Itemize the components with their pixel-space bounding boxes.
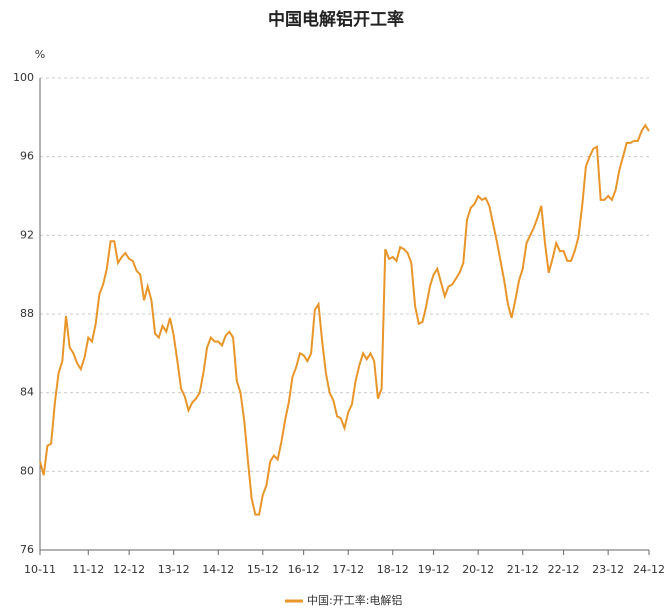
y-tick-label: 80 [20,464,34,477]
x-tick-label: 21-12 [507,563,539,576]
y-unit: % [35,48,45,61]
x-tick-label: 20-12 [462,563,494,576]
x-tick-label: 16-12 [288,563,320,576]
x-tick-label: 13-12 [158,563,190,576]
x-tick-label: 17-12 [332,563,364,576]
chart-title: 中国电解铝开工率 [268,9,404,30]
y-tick-label: 92 [20,228,34,241]
x-tick-label: 24-12 [633,563,665,576]
y-tick-label: 96 [20,150,34,163]
y-tick-label: 88 [20,307,34,320]
x-tick-label: 18-12 [377,563,409,576]
x-tick-label: 12-12 [113,563,145,576]
x-tick-label: 10-11 [24,563,56,576]
x-tick-label: 23-12 [592,563,624,576]
x-tick-label: 14-12 [202,563,234,576]
x-tick-label: 19-12 [418,563,450,576]
y-tick-label: 84 [20,386,34,399]
x-tick-label: 22-12 [548,563,580,576]
legend-label: 中国:开工率:电解铝 [307,593,402,607]
y-tick-label: 100 [13,71,34,84]
x-tick-label: 11-12 [72,563,104,576]
x-tick-label: 15-12 [247,563,279,576]
y-tick-label: 76 [20,543,34,556]
data-line [39,123,650,516]
